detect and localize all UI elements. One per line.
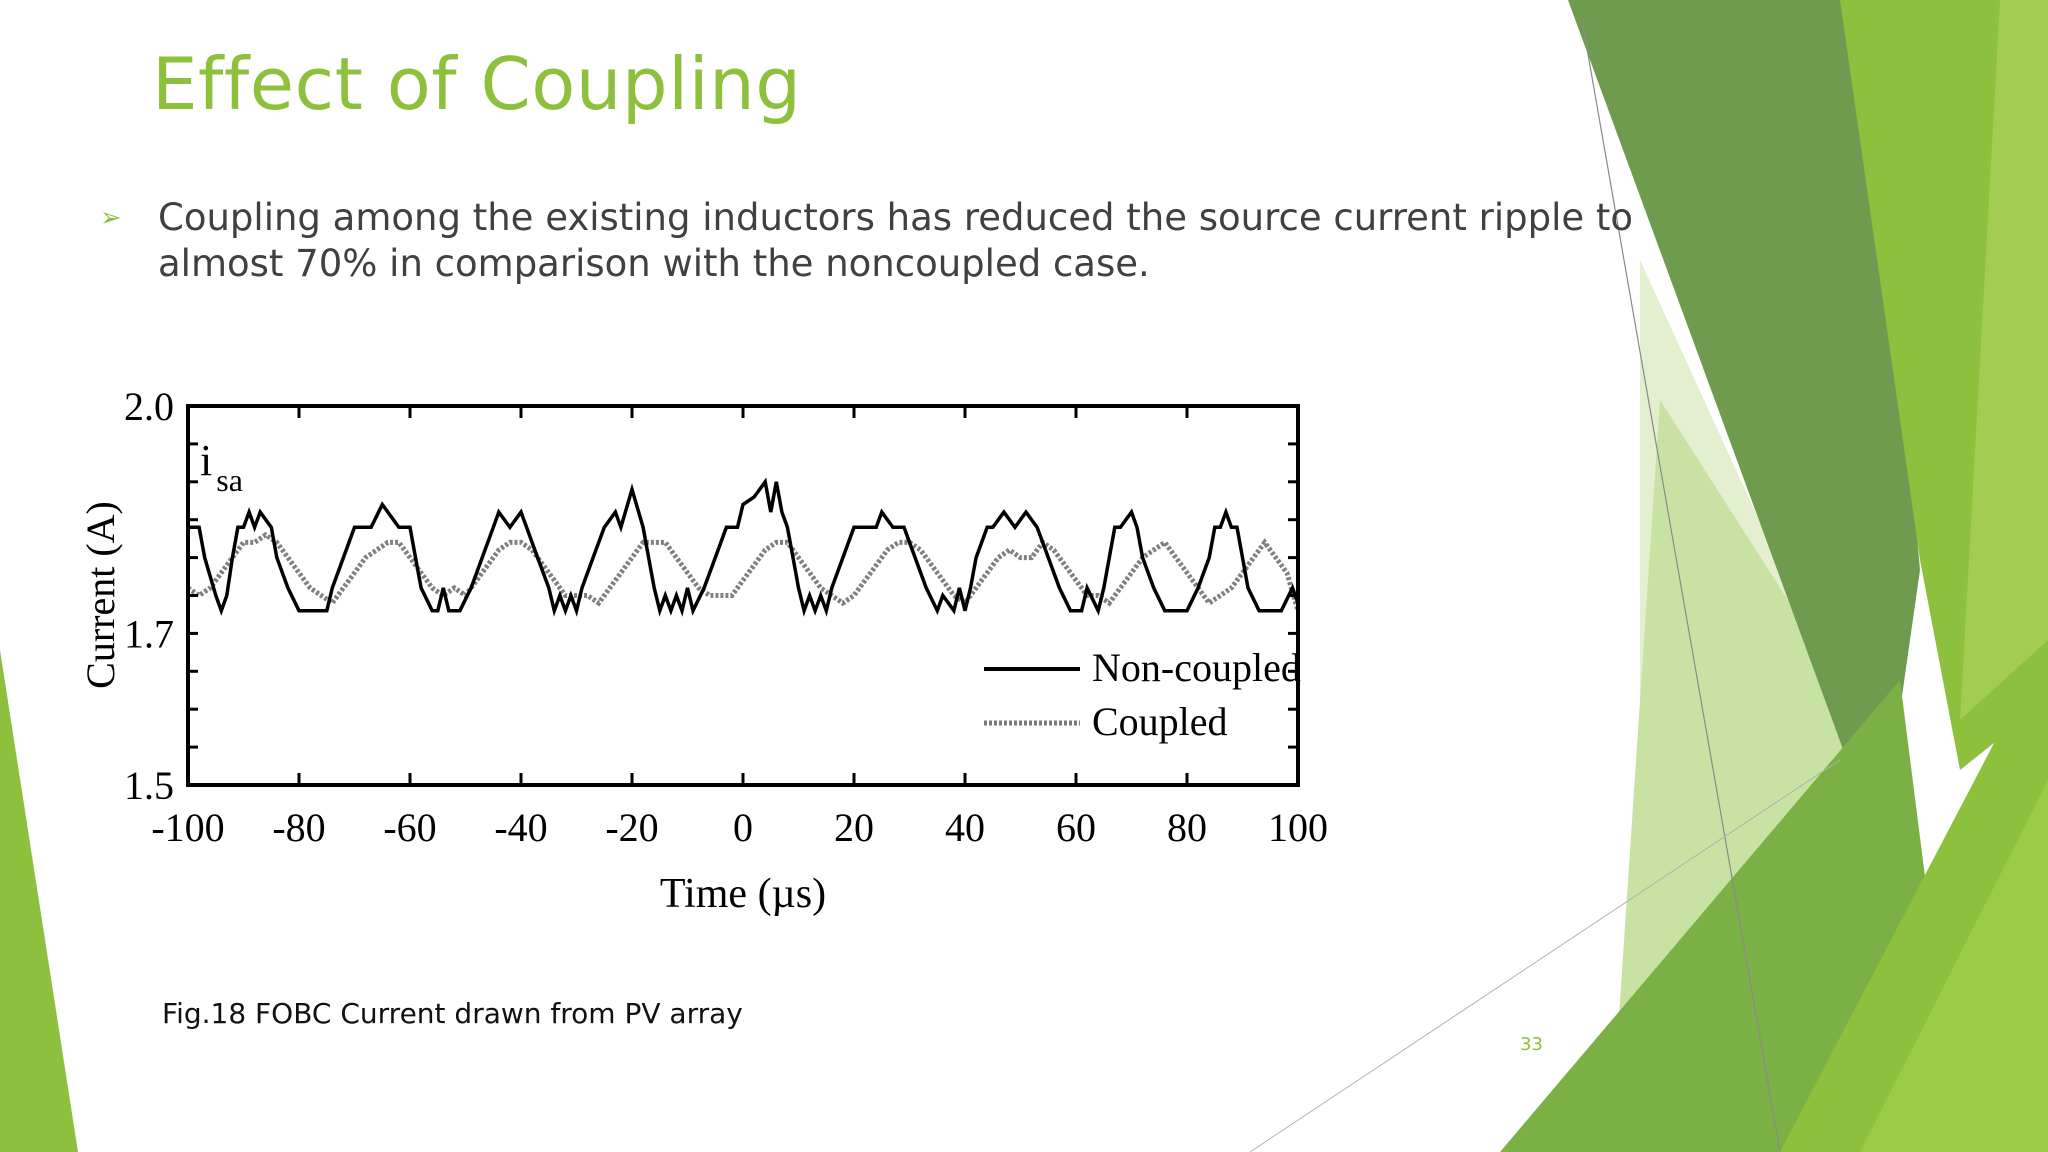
bullet-arrow-icon: ➢ [100, 203, 122, 233]
x-tick-label: 20 [834, 805, 874, 850]
thin-diagonal-line-2 [1249, 759, 1841, 1152]
y-tick-label: 1.7 [124, 611, 174, 656]
annotation-sub: sa [216, 462, 243, 498]
bottom-right-light-block [1860, 780, 2048, 1152]
y-tick-label: 2.0 [124, 385, 174, 429]
annotation-isa: i sa [200, 436, 243, 498]
annotation-main: i [200, 436, 212, 485]
y-tick-label: 1.5 [124, 763, 174, 808]
slide-title: Effect of Coupling [152, 42, 802, 126]
x-tick-label: -40 [494, 805, 547, 850]
x-tick-label: -80 [272, 805, 325, 850]
x-tick-label: 60 [1056, 805, 1096, 850]
legend-label-non-coupled: Non-coupled [1092, 645, 1301, 690]
x-tick-label: 40 [945, 805, 985, 850]
x-tick-label: 80 [1167, 805, 1207, 850]
bullet-text: Coupling among the existing inductors ha… [158, 196, 1634, 285]
x-tick-label: 0 [733, 805, 753, 850]
figure-caption: Fig.18 FOBC Current drawn from PV array [162, 997, 743, 1030]
slide-number: 33 [1520, 1034, 1543, 1055]
x-tick-label: -100 [151, 805, 224, 850]
series-line-non-coupled [188, 477, 1300, 617]
right-lime-strip [1960, 0, 2048, 720]
legend: Non-coupled Coupled [984, 645, 1301, 744]
left-green-sliver [0, 650, 78, 1152]
plot-background [188, 406, 1298, 785]
x-tick-label: 100 [1268, 805, 1328, 850]
x-axis-label: Time (µs) [660, 871, 826, 917]
y-axis-label: Current (A) [78, 501, 123, 689]
series-line-coupled [186, 531, 1301, 612]
right-dark-green-panel [1568, 0, 1920, 850]
x-tick-label: -20 [605, 805, 658, 850]
current-waveform-chart: -100 -80 -60 -40 -20 0 20 40 60 80 100 2.0 1.7 1.5 Cu… [78, 385, 1328, 917]
legend-label-coupled: Coupled [1092, 699, 1228, 744]
x-tick-label: -60 [383, 805, 436, 850]
thin-diagonal-line [1581, 19, 1781, 1152]
